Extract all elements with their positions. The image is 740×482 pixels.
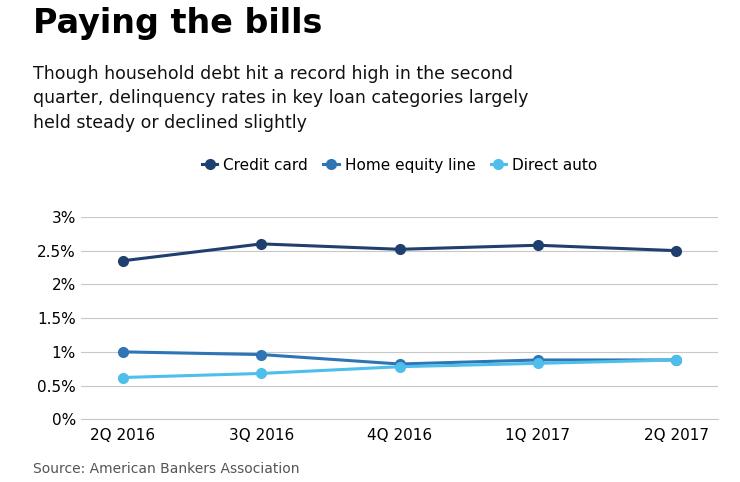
- Text: Though household debt hit a record high in the second
quarter, delinquency rates: Though household debt hit a record high …: [33, 65, 528, 132]
- Text: Paying the bills: Paying the bills: [33, 7, 323, 40]
- Text: Source: American Bankers Association: Source: American Bankers Association: [33, 462, 300, 476]
- Legend: Credit card, Home equity line, Direct auto: Credit card, Home equity line, Direct au…: [196, 152, 603, 179]
